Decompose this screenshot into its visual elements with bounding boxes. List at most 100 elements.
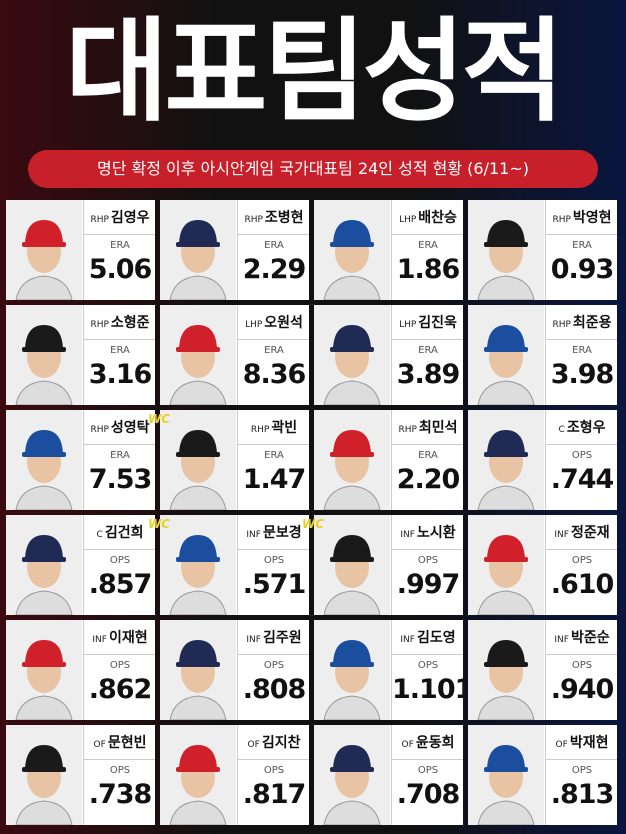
player-info: LHP 김진욱 ERA 3.89 bbox=[391, 305, 463, 405]
cap bbox=[333, 325, 371, 349]
player-photo bbox=[468, 305, 544, 405]
player-photo bbox=[160, 200, 236, 300]
cap-brim bbox=[484, 557, 528, 562]
name-row: RHP 최민석 bbox=[392, 410, 463, 445]
cap bbox=[333, 430, 371, 454]
name-row: RHP 소형준 bbox=[84, 305, 155, 340]
stat-label: OPS bbox=[263, 765, 285, 776]
cap bbox=[333, 640, 371, 664]
player-photo bbox=[6, 725, 82, 825]
shoulders bbox=[323, 590, 381, 615]
position: OF bbox=[93, 740, 106, 750]
name-row: INF 김주원 bbox=[238, 620, 309, 655]
position: LHP bbox=[245, 320, 263, 330]
cap bbox=[487, 220, 525, 244]
player-photo bbox=[160, 515, 236, 615]
cap bbox=[179, 430, 217, 454]
portrait bbox=[323, 745, 381, 825]
player-card: RHP 소형준 ERA 3.16 bbox=[6, 305, 155, 405]
player-name: 윤동희 bbox=[415, 735, 455, 751]
shoulders bbox=[15, 590, 73, 615]
subtitle: 명단 확정 이후 아시안게임 국가대표팀 24인 성적 현황 (6/11~) bbox=[28, 150, 598, 188]
cap-brim bbox=[176, 662, 220, 667]
player-card: C 조형우 OPS .744 bbox=[468, 410, 617, 510]
player-info: OF 박재현 OPS .813 bbox=[545, 725, 617, 825]
position: RHP bbox=[90, 425, 109, 435]
player-photo bbox=[468, 620, 544, 720]
player-info: OF 윤동희 OPS .708 bbox=[391, 725, 463, 825]
stat-label: OPS bbox=[263, 660, 285, 671]
player-name: 최준용 bbox=[572, 315, 612, 331]
stat-label: OPS bbox=[109, 765, 131, 776]
stat-label: ERA bbox=[572, 240, 592, 251]
shoulders bbox=[15, 380, 73, 405]
player-info: RHP 최민석 ERA 2.20 bbox=[391, 410, 463, 510]
player-name: 노시환 bbox=[416, 525, 456, 541]
cap bbox=[25, 640, 63, 664]
shoulders bbox=[477, 485, 535, 510]
shoulders bbox=[477, 800, 535, 825]
player-name: 김건희 bbox=[104, 525, 144, 541]
player-photo bbox=[468, 725, 544, 825]
stat-value: 3.16 bbox=[88, 359, 153, 390]
player-card: LHP 오원석 ERA 8.36 bbox=[160, 305, 309, 405]
cap bbox=[179, 325, 217, 349]
portrait bbox=[15, 535, 73, 615]
name-row: INF 정준재 bbox=[546, 515, 617, 550]
stat-value: 0.93 bbox=[550, 254, 615, 285]
portrait bbox=[15, 430, 73, 510]
portrait bbox=[323, 220, 381, 300]
stat-label: OPS bbox=[571, 660, 593, 671]
player-card: RHP 성영탁 ERA 7.53 bbox=[6, 410, 155, 510]
player-photo bbox=[468, 515, 544, 615]
shoulders bbox=[15, 800, 73, 825]
stat-value: 1.47 bbox=[242, 464, 307, 495]
shoulders bbox=[169, 590, 227, 615]
player-info: INF 정준재 OPS .610 bbox=[545, 515, 617, 615]
cap bbox=[179, 220, 217, 244]
position: INF bbox=[554, 635, 569, 645]
position: INF bbox=[246, 530, 261, 540]
player-name: 김진욱 bbox=[418, 315, 457, 331]
player-card: LHP 김진욱 ERA 3.89 bbox=[314, 305, 463, 405]
shoulders bbox=[477, 695, 535, 720]
shoulders bbox=[15, 485, 73, 510]
position: RHP bbox=[552, 215, 571, 225]
player-name: 김영우 bbox=[110, 210, 150, 226]
position: INF bbox=[92, 635, 107, 645]
cap-brim bbox=[330, 452, 374, 457]
player-info: LHP 배찬승 ERA 1.86 bbox=[391, 200, 463, 300]
name-row: C 김건희 bbox=[84, 515, 155, 550]
cap-brim bbox=[176, 452, 220, 457]
player-photo bbox=[314, 305, 390, 405]
stat-label: OPS bbox=[571, 555, 593, 566]
badge: WC bbox=[148, 517, 171, 531]
cap-brim bbox=[22, 767, 66, 772]
player-photo bbox=[6, 305, 82, 405]
player-photo bbox=[314, 725, 390, 825]
player-card: INF 정준재 OPS .610 bbox=[468, 515, 617, 615]
portrait bbox=[15, 745, 73, 825]
player-name: 곽빈 bbox=[271, 420, 298, 436]
portrait bbox=[477, 430, 535, 510]
cap-brim bbox=[22, 347, 66, 352]
stat-label: OPS bbox=[109, 555, 131, 566]
name-row: INF 박준순 bbox=[546, 620, 617, 655]
cap bbox=[179, 535, 217, 559]
stat-value: 2.20 bbox=[396, 464, 461, 495]
name-row: RHP 박영현 bbox=[546, 200, 617, 235]
cap bbox=[25, 745, 63, 769]
name-row: LHP 김진욱 bbox=[392, 305, 463, 340]
player-card: OF 문현빈 OPS .738 bbox=[6, 725, 155, 825]
player-name: 최민석 bbox=[418, 420, 458, 436]
portrait bbox=[477, 640, 535, 720]
shoulders bbox=[323, 275, 381, 300]
player-card: RHP 최준용 ERA 3.98 bbox=[468, 305, 617, 405]
player-name: 문현빈 bbox=[107, 735, 147, 751]
shoulders bbox=[323, 695, 381, 720]
shoulders bbox=[169, 380, 227, 405]
cap-brim bbox=[484, 767, 528, 772]
stat-value: 1.101 bbox=[392, 674, 463, 705]
stat-value: .708 bbox=[396, 779, 461, 810]
